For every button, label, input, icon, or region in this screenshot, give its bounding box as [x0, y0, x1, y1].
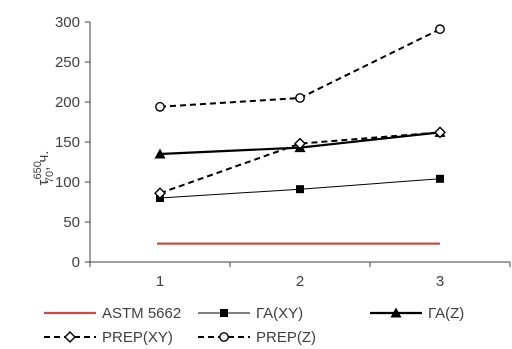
- y-tick-label: 200: [55, 94, 80, 111]
- y-axis-label: τ65070, ч.: [32, 151, 56, 186]
- y-tick-label: 150: [55, 134, 80, 151]
- y-tick-label: 300: [55, 14, 80, 31]
- series-4-point: [434, 126, 446, 139]
- legend-label: PREP(XY): [102, 329, 173, 346]
- series-5-point: [435, 24, 445, 35]
- legend-label: ГА(XY): [256, 305, 303, 322]
- chart-axes: 0 50 100 150 200 250 300 1 2 3 τ65070, ч.: [32, 14, 511, 290]
- legend-entry-5: PREP(Z): [198, 329, 316, 346]
- y-tick-label: 0: [72, 254, 80, 271]
- y-tick-label: 50: [63, 214, 80, 231]
- legend-label: PREP(Z): [256, 329, 316, 346]
- x-tick-label: 3: [436, 273, 444, 290]
- legend-entry-3: ГА(Z): [370, 305, 464, 322]
- series-4-point: [154, 187, 166, 200]
- legend-swatch-marker: [220, 309, 228, 317]
- chart-series: [154, 24, 446, 245]
- series-2-point: [436, 174, 444, 183]
- chart-legend: ASTM 5662 ГА(XY) ГА(Z) PREP(XY) PREP(Z): [44, 305, 464, 346]
- legend-swatch-marker: [64, 331, 76, 343]
- legend-label: ASTM 5662: [102, 305, 181, 322]
- legend-swatch-marker: [390, 307, 402, 318]
- legend-entry-4: PREP(XY): [44, 329, 173, 346]
- y-tick-label: 250: [55, 54, 80, 71]
- legend-entry-1: ASTM 5662: [44, 305, 181, 322]
- series-4-line: [159, 131, 441, 195]
- x-tick-label: 2: [296, 273, 304, 290]
- legend-entry-2: ГА(XY): [198, 305, 303, 322]
- series-5-point: [155, 101, 165, 112]
- x-tick-label: 1: [156, 273, 164, 290]
- series-5-point: [295, 93, 305, 103]
- y-tick-label: 100: [55, 174, 80, 191]
- series-4-point: [294, 137, 306, 150]
- series-3-point: [154, 148, 166, 159]
- legend-label: ГА(Z): [428, 305, 464, 322]
- legend-swatch-marker: [219, 332, 229, 342]
- series-2-point: [296, 185, 304, 194]
